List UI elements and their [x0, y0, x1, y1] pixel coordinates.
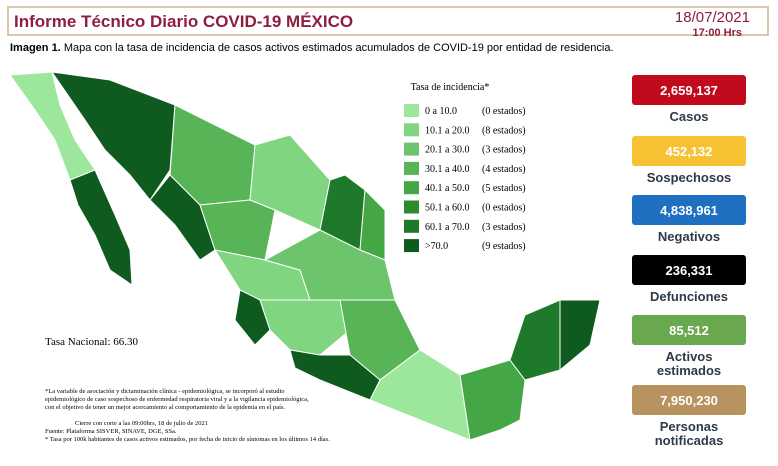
stat-label: notificadas: [655, 433, 724, 448]
stat-label: Activos: [666, 349, 713, 364]
stat-label: Personas: [660, 419, 719, 434]
stat-box: [632, 136, 746, 166]
legend-count: (4 estados): [482, 164, 526, 175]
legend-swatch: [404, 239, 419, 253]
header-title: Informe Técnico Diario COVID-19 MÉXICO: [14, 12, 353, 31]
legend-count: (8 estados): [482, 125, 526, 136]
stats: 2,659,137 Casos 452,132 Sospechosos 4,838,96…: [632, 75, 746, 448]
stat-value: 236,331: [666, 263, 713, 278]
stat-label: estimados: [657, 363, 721, 378]
legend-range: >70.0: [425, 241, 448, 252]
header-date: 18/07/2021: [675, 9, 750, 26]
stat-value: 4,838,961: [660, 203, 718, 218]
stat-box: [632, 255, 746, 285]
map: [9, 71, 601, 441]
note: * Tasa por 100k habitantes de casos acti…: [45, 436, 330, 443]
legend-swatch: [404, 200, 419, 214]
caption-text: Mapa con la tasa de incidencia de casos …: [64, 42, 614, 54]
legend-count: (3 estados): [482, 222, 526, 233]
legend-range: 10.1 a 20.0: [425, 125, 469, 136]
stat-label: Sospechosos: [647, 170, 732, 185]
stat-label: Casos: [669, 109, 708, 124]
note: *La variable de asociación y dictaminaci…: [45, 388, 285, 395]
legend-range: 60.1 a 70.0: [425, 222, 469, 233]
legend-range: 40.1 a 50.0: [425, 183, 469, 194]
legend-count: (9 estados): [482, 241, 526, 252]
state: [559, 299, 601, 372]
legend-count: (0 estados): [482, 203, 526, 214]
legend-swatch: [404, 219, 419, 233]
legend-count: (3 estados): [482, 145, 526, 156]
note: Fuente: Plataforma SISVER, SINAVE, DGE, …: [45, 428, 177, 435]
legend-swatch: [404, 161, 419, 175]
state: [69, 169, 133, 286]
stat-box: [632, 385, 746, 415]
header-box: [7, 6, 769, 36]
stat-box: [632, 315, 746, 345]
legend-range: 20.1 a 30.0: [425, 145, 469, 156]
stat-value: 452,132: [666, 144, 713, 159]
legend-range: 50.1 a 60.0: [425, 203, 469, 214]
caption-label: Imagen 1.: [10, 42, 61, 54]
legend-range: 30.1 a 40.0: [425, 164, 469, 175]
state: [199, 199, 276, 261]
note: epidemiológico de caso sospechoso de enf…: [45, 396, 309, 403]
legend-swatch: [404, 123, 419, 137]
note: con el objetivo de tener un mejor acerca…: [45, 404, 285, 411]
header-time: 17:00 Hrs: [692, 27, 742, 39]
note: Cierre con corte a las 09:00hrs, 18 de j…: [75, 420, 208, 427]
legend-swatch: [404, 104, 419, 117]
legend-swatch: [404, 142, 419, 156]
national-rate: Tasa Nacional: 66.30: [45, 336, 139, 348]
legend-count: (0 estados): [482, 106, 526, 117]
stat-value: 85,512: [669, 323, 709, 338]
caption: Imagen 1. Mapa con la tasa de incidencia…: [10, 42, 614, 54]
stat-value: 7,950,230: [660, 393, 718, 408]
stat-box: [632, 75, 746, 105]
legend-count: (5 estados): [482, 183, 526, 194]
legend-title: Tasa de incidencia*: [411, 82, 490, 93]
stat-label: Defunciones: [650, 289, 728, 304]
stat-value: 2,659,137: [660, 83, 718, 98]
stat-box: [632, 195, 746, 225]
legend-swatch: [404, 181, 419, 195]
legend: 0 a 10.0 (0 estados) 10.1 a 20.0 (8 estados…: [404, 104, 526, 253]
notes: *La variable de asociación y dictaminaci…: [45, 388, 330, 443]
legend-range: 0 a 10.0: [425, 106, 457, 117]
stat-label: Negativos: [658, 229, 720, 244]
